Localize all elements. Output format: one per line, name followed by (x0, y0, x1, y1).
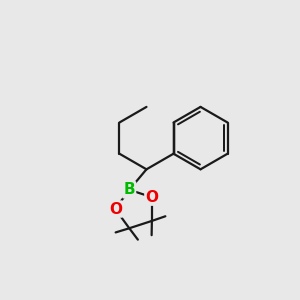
Text: O: O (146, 190, 158, 205)
Text: O: O (109, 202, 122, 217)
Text: B: B (124, 182, 135, 197)
